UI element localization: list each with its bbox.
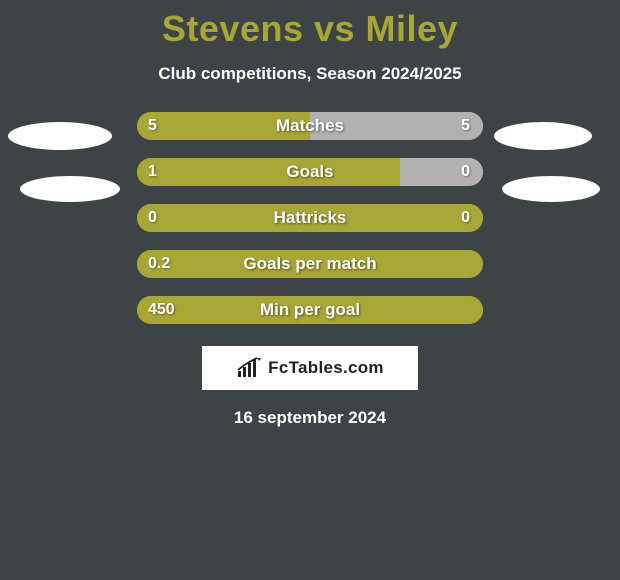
stat-right-value: 5 — [461, 112, 470, 140]
stat-bar-left-segment — [137, 250, 483, 278]
stat-right-value: 0 — [461, 158, 470, 186]
stat-bar-track — [137, 250, 483, 278]
stat-bar-right-segment — [310, 112, 483, 140]
fctables-logo[interactable]: FcTables.com — [202, 346, 418, 390]
update-date: 16 september 2024 — [0, 408, 620, 428]
stat-bar-left-segment — [137, 158, 400, 186]
stat-right-value: 0 — [461, 204, 470, 232]
page-title: Stevens vs Miley — [0, 0, 620, 50]
page-subtitle: Club competitions, Season 2024/2025 — [0, 64, 620, 84]
stat-row: 450Min per goal — [0, 296, 620, 324]
comparison-card: Stevens vs Miley Club competitions, Seas… — [0, 0, 620, 580]
stat-bar-right-segment — [400, 158, 483, 186]
stat-left-value: 0.2 — [148, 250, 170, 278]
fctables-logo-text: FcTables.com — [268, 358, 384, 378]
fctables-logo-icon — [236, 357, 262, 379]
stat-left-value: 1 — [148, 158, 157, 186]
stat-bar-track — [137, 112, 483, 140]
stat-bar-track — [137, 158, 483, 186]
stat-row: 00Hattricks — [0, 204, 620, 232]
stat-row: 10Goals — [0, 158, 620, 186]
stat-bar-left-segment — [137, 296, 483, 324]
stat-bar-track — [137, 204, 483, 232]
stat-row: 55Matches — [0, 112, 620, 140]
stat-bar-track — [137, 296, 483, 324]
stat-left-value: 0 — [148, 204, 157, 232]
stat-bar-left-segment — [137, 112, 310, 140]
stat-left-value: 5 — [148, 112, 157, 140]
stat-row: 0.2Goals per match — [0, 250, 620, 278]
stat-left-value: 450 — [148, 296, 175, 324]
stat-bar-left-segment — [137, 204, 483, 232]
